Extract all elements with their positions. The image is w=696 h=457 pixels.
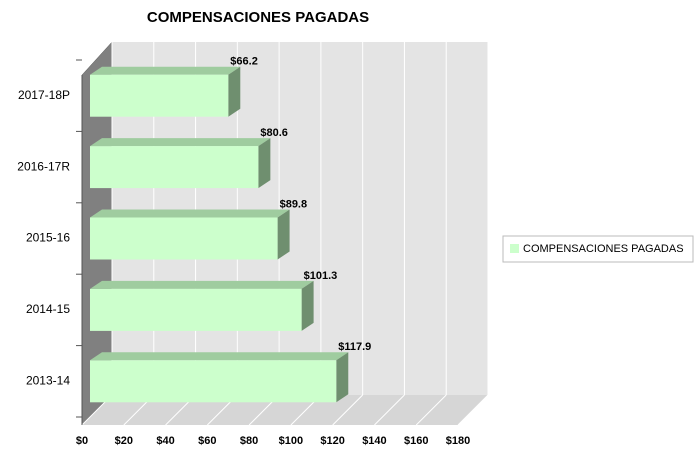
x-tick-label: $140	[362, 435, 386, 447]
grid-line	[415, 394, 447, 426]
y-tick-label: 2017-18P	[18, 88, 70, 102]
bar-side	[277, 209, 290, 260]
bar	[90, 288, 302, 331]
bar	[90, 360, 337, 403]
bar	[90, 146, 259, 189]
bar-top	[90, 66, 241, 75]
bar-side	[336, 352, 349, 403]
bar-side	[228, 66, 241, 117]
x-tick-label: $40	[156, 435, 174, 447]
bar	[90, 74, 229, 117]
data-label: $101.3	[304, 270, 338, 282]
bar	[90, 217, 278, 260]
grid-line	[332, 394, 364, 426]
chart-title: COMPENSACIONES PAGADAS	[147, 9, 369, 26]
y-tick-label: 2016-17R	[17, 159, 70, 173]
y-tick-label: 2013-14	[26, 373, 70, 387]
bar-top	[90, 209, 290, 218]
data-label: $80.6	[260, 127, 288, 139]
bar-top	[90, 138, 271, 147]
bar-top	[90, 352, 349, 361]
legend	[502, 235, 694, 263]
grid-line	[374, 394, 405, 426]
data-label: $66.2	[230, 56, 258, 68]
x-tick-label: $20	[115, 435, 133, 447]
floor	[82, 395, 488, 425]
bar-side	[258, 138, 271, 189]
bar-side	[301, 280, 314, 331]
data-label: $117.9	[338, 341, 371, 353]
data-label: $89.8	[280, 198, 308, 210]
x-tick-label: $60	[198, 435, 216, 447]
y-tick-label: 2014-15	[26, 302, 70, 316]
grid-line	[457, 394, 489, 426]
bar-top	[90, 280, 314, 289]
x-tick-label: $160	[404, 435, 428, 447]
y-tick-label: 2015-16	[26, 231, 70, 245]
x-tick-label: $120	[320, 435, 344, 447]
x-tick-label: $0	[76, 435, 88, 447]
x-tick-label: $100	[279, 435, 303, 447]
legend-label: COMPENSACIONES PAGADAS	[523, 243, 684, 255]
x-tick-label: $180	[446, 435, 470, 447]
x-tick-label: $80	[240, 435, 258, 447]
legend-swatch	[510, 244, 519, 253]
